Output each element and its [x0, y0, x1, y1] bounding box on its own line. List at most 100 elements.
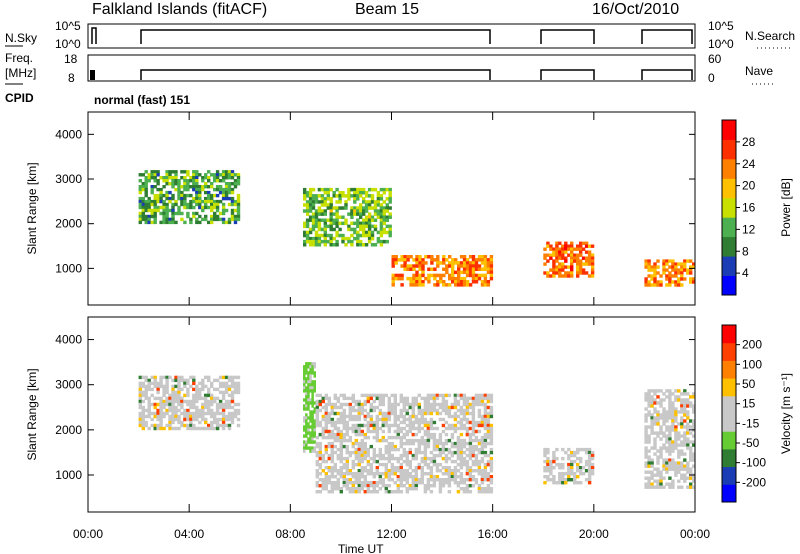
echo-cell [313, 425, 316, 429]
colorbar-segment [722, 256, 736, 276]
echo-cell [674, 467, 678, 471]
echo-cell [414, 402, 418, 407]
echo-cell [376, 194, 381, 198]
echo-cell [351, 462, 355, 467]
echo-cell [192, 214, 196, 219]
echo-cell [367, 194, 372, 198]
echo-cell [339, 472, 343, 476]
echo-cell [171, 417, 175, 422]
echo-cell [546, 271, 550, 275]
echo-cell [372, 399, 376, 404]
echo-cell [183, 220, 187, 225]
echo-cell [668, 407, 672, 411]
echo-cell [156, 408, 160, 413]
echo-cell [441, 484, 446, 488]
echo-cell [423, 447, 428, 452]
echo-cell [546, 459, 550, 464]
echo-cell [543, 453, 547, 458]
echo-cell [429, 490, 434, 494]
echo-cell [168, 408, 172, 413]
echo-cell [489, 264, 494, 268]
echo-cell [314, 233, 319, 238]
echo-cell [573, 253, 577, 257]
echo-cell [317, 187, 322, 192]
echo-cell [207, 378, 211, 383]
colorbar-tick-label: -50 [742, 436, 760, 450]
echo-cell [665, 434, 669, 438]
echo-cell [471, 429, 476, 434]
echo-cell [147, 173, 151, 177]
echo-cell [483, 405, 488, 410]
echo-cell [318, 478, 322, 482]
echo-cell [210, 414, 214, 419]
echo-cell [552, 459, 556, 464]
echo-cell [308, 197, 313, 201]
echo-cell [329, 243, 333, 247]
echo-cell [177, 417, 181, 422]
echo-cell [662, 431, 666, 435]
echo-cell [375, 438, 379, 443]
echo-cell [221, 211, 226, 216]
echo-cell [230, 199, 235, 204]
echo-cell [423, 396, 428, 401]
echo-cell [483, 255, 488, 259]
echo-cell [144, 396, 148, 401]
echo-cell [375, 469, 379, 473]
echo-cell [330, 481, 334, 485]
echo-cell [403, 261, 407, 265]
echo-cell [405, 475, 409, 479]
echo-cell [366, 423, 370, 428]
echo-cell [384, 444, 388, 449]
echo-cell [451, 261, 455, 265]
echo-cell [330, 487, 334, 491]
echo-cell [180, 199, 184, 204]
nsearch-label: N.Search [745, 29, 795, 43]
echo-cell [165, 205, 169, 210]
echo-cell [480, 447, 485, 452]
echo-cell [366, 447, 370, 452]
echo-cell [171, 205, 175, 210]
echo-cell [438, 487, 443, 491]
echo-cell [387, 417, 391, 422]
echo-cell [417, 462, 421, 467]
echo-cell [382, 227, 386, 232]
echo-cell [324, 411, 328, 416]
echo-cell [587, 244, 592, 248]
y-tick-label: 4000 [55, 127, 82, 141]
echo-cell [486, 393, 491, 398]
echo-cell [435, 438, 440, 443]
echo-cell [303, 428, 306, 432]
echo-cell [396, 475, 400, 479]
echo-cell [141, 384, 145, 389]
echo-cell [218, 411, 223, 416]
echo-cell [156, 179, 160, 183]
echo-cell [420, 411, 424, 416]
echo-cell [313, 386, 316, 390]
echo-cell [653, 277, 657, 281]
echo-cell [429, 432, 434, 437]
echo-cell [354, 423, 358, 428]
echo-cell [393, 435, 397, 440]
echo-cell [207, 399, 211, 404]
echo-cell [456, 438, 461, 443]
echo-cell [471, 414, 476, 419]
echo-cell [444, 459, 449, 464]
echo-cell [462, 255, 467, 259]
echo-cell [653, 398, 657, 402]
echo-cell [308, 236, 313, 241]
echo-cell [198, 214, 202, 219]
echo-cell [414, 447, 418, 452]
echo-cell [335, 230, 339, 235]
echo-cell [150, 423, 154, 428]
echo-cell [555, 250, 559, 254]
echo-cell [183, 381, 187, 386]
echo-cell [659, 404, 663, 408]
echo-cell [423, 420, 428, 425]
echo-cell [436, 255, 440, 259]
echo-cell [442, 273, 446, 278]
echo-cell [354, 478, 358, 482]
echo-cell [411, 438, 415, 443]
echo-cell [692, 485, 696, 489]
echo-cell [483, 420, 488, 425]
echo-cell [656, 461, 660, 465]
